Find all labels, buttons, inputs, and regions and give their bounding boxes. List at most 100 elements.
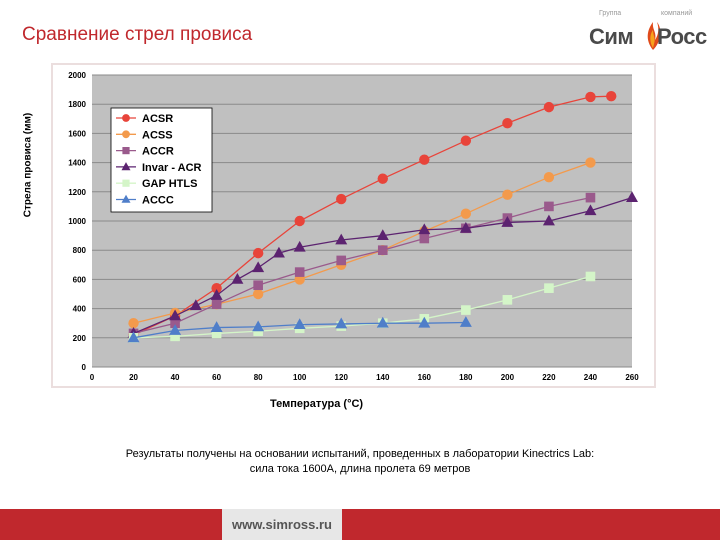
series-line — [133, 275, 591, 339]
data-point — [253, 280, 263, 291]
data-point — [169, 324, 182, 335]
data-point — [252, 288, 264, 300]
data-point — [211, 282, 222, 294]
legend-label: ACCR — [142, 146, 174, 158]
y-tick-label: 200 — [73, 334, 87, 343]
data-point — [419, 233, 430, 244]
x-tick-label: 60 — [212, 373, 221, 382]
legend-label: Invar - ACR — [142, 162, 202, 174]
data-point — [461, 305, 471, 315]
data-point — [584, 204, 597, 216]
data-point — [272, 246, 285, 258]
data-point — [127, 331, 140, 343]
x-axis-label: Температура (°С) — [270, 398, 364, 410]
note-line-2: сила тока 1600А, длина пролета 69 метров — [249, 463, 471, 475]
data-point — [189, 299, 202, 311]
footer-url[interactable]: www.simross.ru — [222, 509, 342, 540]
test-note: Результаты получены на основании испытан… — [60, 447, 660, 477]
logo-word-right: Росс — [657, 24, 707, 49]
data-point — [585, 157, 596, 168]
data-point — [544, 201, 554, 212]
x-tick-label: 200 — [501, 373, 515, 382]
data-point — [252, 261, 265, 273]
data-point — [252, 320, 265, 332]
legend-swatch-marker — [122, 179, 130, 187]
legend-label: ACSS — [142, 129, 173, 141]
x-tick-label: 160 — [418, 373, 432, 382]
legend-box — [110, 107, 213, 213]
data-point — [585, 271, 596, 282]
data-point — [293, 318, 306, 330]
data-point — [376, 316, 389, 328]
legend-swatch-marker — [122, 130, 130, 139]
data-point — [170, 318, 180, 328]
data-point — [626, 191, 638, 203]
legend-label: GAP HTLS — [142, 178, 197, 190]
logo-tag-right: компаний — [661, 10, 693, 17]
x-tick-label: 240 — [584, 373, 598, 382]
legend-swatch-marker — [122, 147, 130, 155]
x-tick-label: 120 — [335, 373, 349, 382]
series-line — [133, 197, 633, 335]
data-point — [376, 229, 389, 240]
legend-swatch-marker — [121, 194, 131, 203]
x-tick-label: 140 — [376, 373, 390, 382]
data-point — [293, 240, 306, 252]
data-point — [169, 309, 182, 321]
logo-tag-left: Группа — [599, 10, 622, 17]
data-point — [231, 273, 244, 284]
data-point — [502, 295, 513, 305]
x-tick-label: 220 — [542, 373, 556, 382]
legend-label: ACCC — [142, 195, 174, 207]
legend-label: ACSR — [142, 113, 173, 125]
legend-swatch-marker — [121, 162, 131, 171]
y-tick-label: 2000 — [68, 71, 86, 80]
data-point — [542, 214, 555, 226]
data-point — [170, 331, 180, 342]
data-point — [335, 233, 348, 245]
data-point — [502, 117, 513, 129]
data-point — [460, 135, 472, 146]
note-line-1: Результаты получены на основании испытан… — [125, 448, 595, 460]
logo-flame-icon — [647, 22, 661, 50]
data-point — [211, 299, 222, 310]
series-line — [133, 197, 591, 335]
logo-word-left: Сим — [589, 24, 634, 49]
data-point — [419, 154, 430, 165]
data-point — [543, 172, 555, 183]
footer-bar: www.simross.ru — [0, 509, 720, 540]
data-point — [335, 317, 348, 329]
data-point — [377, 173, 388, 184]
data-point — [585, 91, 596, 103]
data-point — [294, 215, 305, 227]
y-tick-label: 0 — [82, 363, 87, 372]
x-tick-label: 100 — [293, 373, 307, 382]
y-tick-label: 1600 — [68, 129, 86, 138]
data-point — [501, 216, 514, 227]
y-tick-label: 1800 — [68, 100, 86, 109]
data-point — [210, 321, 223, 332]
x-tick-label: 180 — [459, 373, 473, 382]
data-point — [460, 208, 472, 219]
legend-swatch-marker — [122, 114, 130, 122]
data-point — [418, 316, 431, 328]
data-point — [459, 221, 472, 233]
data-point — [459, 316, 472, 327]
data-point — [377, 245, 388, 255]
data-point — [606, 90, 617, 102]
data-point — [210, 289, 223, 300]
data-point — [502, 189, 513, 200]
y-tick-label: 400 — [73, 305, 87, 314]
x-tick-label: 20 — [129, 373, 138, 382]
data-point — [211, 328, 222, 339]
data-point — [336, 255, 347, 266]
data-point — [336, 193, 347, 205]
data-point — [543, 101, 555, 113]
series-accc — [127, 316, 472, 343]
series-line — [133, 161, 591, 324]
data-point — [252, 247, 264, 259]
data-point — [294, 267, 305, 277]
x-tick-label: 80 — [254, 373, 263, 382]
y-tick-label: 800 — [73, 246, 87, 255]
